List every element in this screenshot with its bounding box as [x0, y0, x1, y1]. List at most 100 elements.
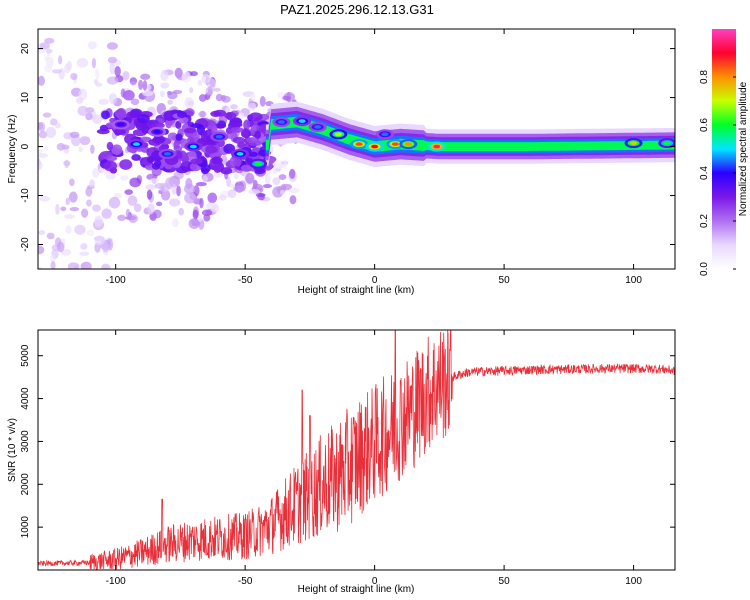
spectrogram-cell [190, 71, 198, 77]
spectrogram-cell [201, 74, 211, 84]
spectrogram-cell [215, 93, 223, 102]
spectrogram-cell [90, 144, 95, 155]
spectrogram-hotspot [117, 122, 125, 127]
spectrogram-cell [129, 177, 142, 188]
spectrogram-cell [178, 116, 189, 124]
colorbar-tick-label: 0.8 [699, 70, 710, 84]
spectrogram-cell [227, 189, 237, 198]
spectrogram-cell [103, 160, 117, 172]
spectrogram-cell [183, 127, 197, 134]
spectrogram-cell [255, 193, 266, 198]
spectrogram-y-ticks: -20 -10 0 10 20 [20, 43, 675, 252]
spectrogram-cell [229, 183, 236, 189]
spectrogram-cell [230, 127, 244, 133]
spectrogram-cell [39, 42, 51, 50]
spectrogram-cell [43, 56, 50, 61]
spectrogram-cell [92, 114, 103, 125]
spectrogram-cell [101, 242, 110, 253]
spectrogram-cell [38, 75, 45, 86]
spectrogram-cell [120, 175, 129, 181]
spectrogram-cell [232, 136, 245, 144]
spectrogram-hotspot [314, 125, 322, 129]
spectrogram-cell [141, 123, 150, 135]
spectrogram-cell [151, 162, 161, 170]
spectrogram-cell [165, 118, 172, 129]
spectrogram-cell [195, 182, 207, 187]
spectrogram-cell [74, 224, 86, 235]
spectrogram-cell [86, 229, 95, 237]
spectrogram-cell [101, 208, 112, 219]
spectrogram-cell [278, 174, 287, 180]
spectrogram-cell [50, 261, 56, 269]
spectrogram-cell [58, 55, 63, 65]
spectrogram-cell [69, 178, 75, 187]
spectrogram-cell [187, 100, 194, 106]
spectrogram-cell [115, 108, 127, 120]
spectrogram-cell [198, 111, 207, 118]
figure-title: PAZ1.2025.296.12.13.G31 [280, 2, 434, 17]
snr-x-ticks: -100 -50 0 50 100 [106, 330, 642, 587]
spectrogram-hotspot [298, 119, 306, 123]
spectrogram-cell [289, 168, 296, 179]
spectrogram-cell [146, 184, 154, 190]
colorbar-tick-label: 0.4 [699, 166, 710, 180]
spectrogram-cell [168, 198, 181, 207]
spectrogram-y-tick-label: 10 [20, 92, 31, 104]
colorbar-tick-label: 0.6 [699, 118, 710, 132]
spectrogram-cell [248, 189, 260, 195]
spectrogram-cell [167, 99, 173, 105]
spectrogram-cell [106, 42, 118, 50]
spectrogram-cell [44, 65, 53, 73]
spectrogram-cell [165, 177, 174, 190]
spectrogram-cell [282, 159, 288, 169]
spectrogram-cell [69, 207, 80, 212]
spectrogram-cell [192, 209, 199, 220]
spectrogram-cell [243, 119, 251, 131]
spectrogram-cell [262, 184, 272, 189]
spectrogram-cell [85, 186, 93, 197]
spectrogram-cell [117, 214, 127, 221]
spectrogram-cell [176, 111, 187, 118]
spectrogram-cell [68, 191, 78, 203]
spectrogram-cell [105, 155, 118, 162]
spectrogram-cell [106, 76, 119, 85]
spectrogram-y-tick-label: 0 [20, 143, 31, 149]
spectrogram-cell [108, 196, 121, 209]
spectrogram-cell [87, 41, 97, 50]
spectrogram-hotspot [236, 152, 244, 156]
spectrogram-cell [128, 214, 138, 223]
spectrogram-cell [38, 153, 48, 158]
snr-y-axis-title: SNR (10 * v/v) [7, 418, 18, 482]
spectrogram-cell [233, 158, 242, 167]
spectrogram-cell [200, 131, 208, 143]
spectrogram-cell [67, 262, 80, 269]
spectrogram-y-tick-label: -20 [20, 237, 31, 252]
spectrogram-cell [142, 90, 154, 97]
spectrogram-cell [64, 159, 69, 169]
spectrogram-cell [221, 95, 231, 103]
snr-x-tick-label: 100 [625, 576, 642, 587]
spectrogram-hotspot [334, 132, 342, 137]
spectrogram-cell [226, 176, 231, 188]
spectrogram-cell [277, 91, 285, 99]
spectrogram-x-ticks: -100 -50 0 50 100 [106, 29, 642, 286]
spectrogram-cell [69, 131, 80, 138]
spectrogram-cell [77, 105, 89, 116]
spectrogram-y-axis-title: Frequency (Hz) [7, 115, 18, 184]
spectrogram-cell [105, 171, 116, 180]
spectrogram-cell [96, 128, 110, 135]
spectrogram-cell [64, 63, 71, 74]
spectrogram-cell [246, 137, 260, 144]
spectrogram-cell [89, 179, 95, 188]
spectrogram-cell [125, 208, 130, 218]
spectrogram-cell [230, 104, 238, 110]
spectrogram-cell [156, 201, 163, 207]
spectrogram-cell [160, 189, 171, 201]
spectrogram-cell [64, 214, 76, 219]
spectrogram-plot-area [38, 37, 675, 269]
snr-y-tick-label: 3000 [20, 430, 31, 453]
spectrogram-hotspot [163, 152, 171, 156]
spectrogram-cell [193, 132, 200, 140]
spectrogram-cell [210, 110, 222, 118]
